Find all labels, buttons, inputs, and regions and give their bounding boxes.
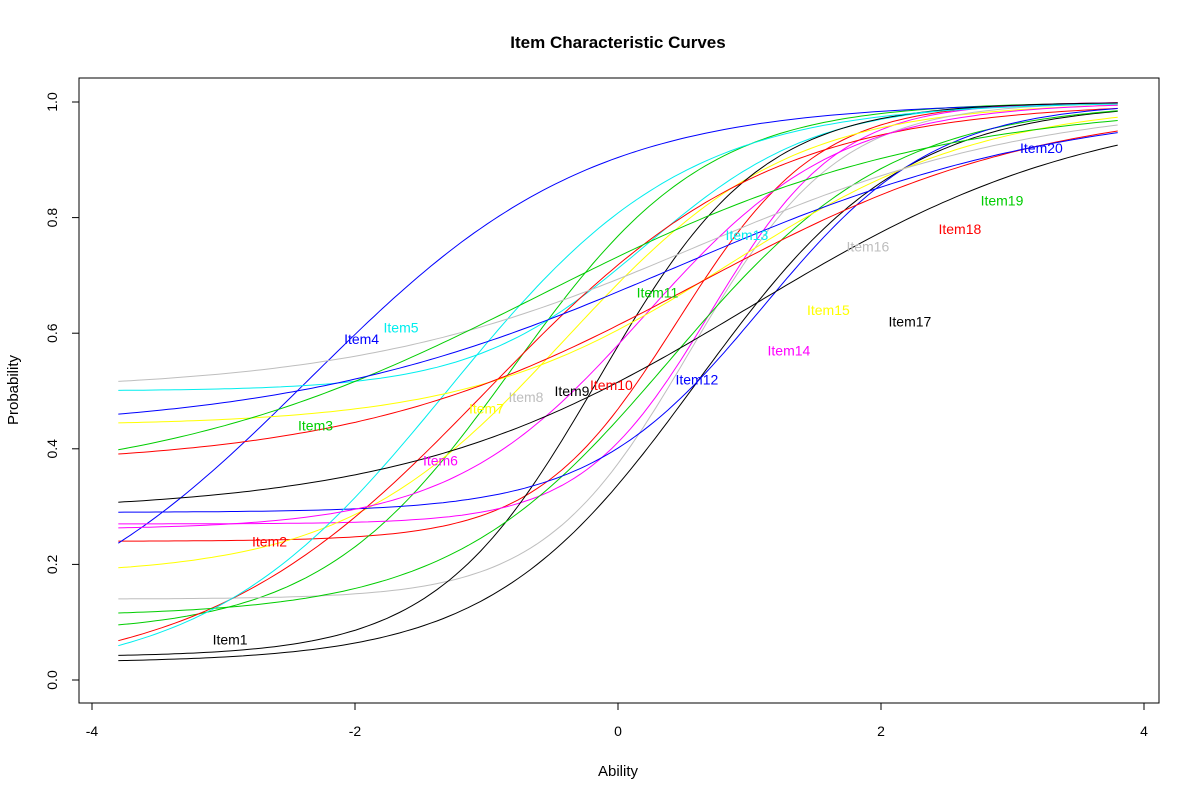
x-axis: -4 -2 0 2 4 — [86, 702, 1148, 739]
x-tick-label: -4 — [86, 723, 99, 739]
curve-label-item12: Item12 — [675, 371, 718, 387]
curve-label-item2: Item2 — [252, 533, 287, 549]
curves-layer — [118, 102, 1118, 662]
curve-item12 — [118, 108, 1118, 513]
curve-item14 — [118, 104, 1118, 529]
x-tick-label: 0 — [614, 723, 622, 739]
curve-label-item1: Item1 — [213, 632, 248, 648]
curve-label-item15: Item15 — [807, 302, 850, 318]
curve-label-item16: Item16 — [846, 239, 889, 255]
x-tick-label: 4 — [1140, 723, 1148, 739]
curve-item13 — [118, 103, 1118, 647]
y-tick-label: 0.0 — [44, 670, 60, 690]
curve-label-item19: Item19 — [981, 192, 1024, 208]
curve-label-item10: Item10 — [590, 377, 633, 393]
chart-title: Item Characteristic Curves — [510, 33, 725, 52]
curve-item1 — [118, 110, 1118, 662]
y-tick-label: 1.0 — [44, 92, 60, 112]
curve-label-item9: Item9 — [554, 383, 589, 399]
y-tick-label: 0.2 — [44, 554, 60, 574]
y-axis-label: Probability — [5, 354, 22, 425]
curve-item18 — [118, 130, 1118, 455]
x-tick-label: 2 — [877, 723, 885, 739]
curve-labels-layer: Item1 Item2 Item3 Item4 Item5 Item6 Item7Item8… — [213, 140, 1063, 647]
curve-item15 — [118, 116, 1118, 424]
y-tick-label: 0.8 — [44, 208, 60, 228]
curve-label-item11: Item11 — [637, 285, 679, 301]
curve-label-item13: Item13 — [725, 227, 768, 243]
curve-item10 — [118, 107, 1118, 642]
curve-item4 — [118, 103, 1118, 544]
curve-item20 — [118, 132, 1118, 415]
curve-item19 — [118, 120, 1118, 451]
x-tick-label: -2 — [349, 723, 362, 739]
x-axis-label: Ability — [598, 763, 639, 780]
curve-item9 — [118, 102, 1118, 656]
y-tick-label: 0.6 — [44, 323, 60, 343]
curve-label-item14: Item14 — [768, 343, 811, 359]
curve-label-item5: Item5 — [384, 319, 419, 335]
curve-label-item17: Item17 — [889, 314, 932, 330]
y-axis: 0.0 0.2 0.4 0.6 0.8 1.0 — [44, 92, 80, 690]
curve-label-item6: Item6 — [423, 452, 458, 468]
curve-item2 — [118, 102, 1118, 542]
curve-item11 — [118, 110, 1118, 614]
curve-label-item4: Item4 — [344, 331, 379, 347]
curve-label-item3: Item3 — [298, 418, 333, 434]
curve-item16 — [118, 124, 1118, 382]
curve-label-item18: Item18 — [938, 221, 981, 237]
curve-label-item20: Item20 — [1020, 140, 1063, 156]
curve-item17 — [118, 144, 1118, 503]
curve-label-item7: Item7 — [469, 400, 504, 416]
curve-label-item8: Item8 — [508, 389, 543, 405]
y-tick-label: 0.4 — [44, 439, 60, 459]
curve-item6 — [118, 102, 1118, 525]
curve-item7 — [118, 104, 1118, 569]
curve-item8 — [118, 103, 1118, 600]
